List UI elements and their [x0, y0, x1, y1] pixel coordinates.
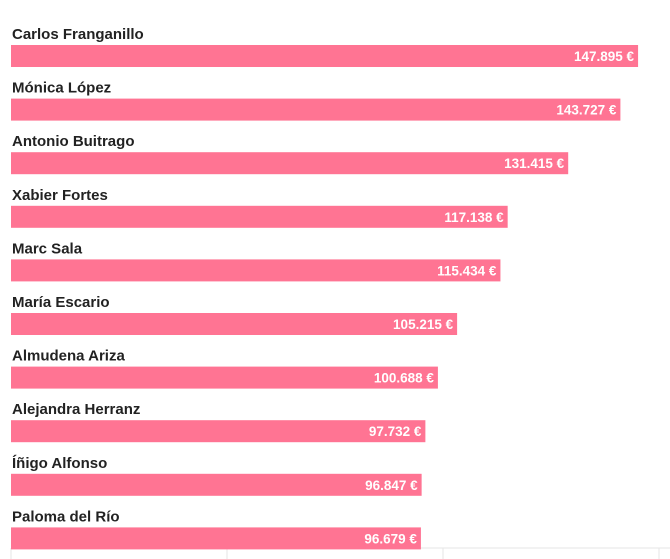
bar [11, 366, 438, 389]
category-label: Íñigo Alfonso [12, 455, 107, 472]
bar-row: Paloma del Río 96.679 € [11, 508, 421, 550]
category-label: Carlos Franganillo [12, 26, 144, 43]
value-label: 96.679 € [364, 531, 417, 546]
bar-row: Almudena Ariza 100.688 € [11, 348, 438, 389]
bar-row: Xabier Fortes 117.138 € [11, 187, 508, 228]
value-label: 97.732 € [369, 424, 422, 439]
category-label: María Escario [12, 294, 110, 311]
category-label: Almudena Ariza [12, 348, 125, 365]
category-label: Mónica López [12, 80, 111, 97]
bar-row: María Escario 105.215 € [11, 294, 458, 335]
bar [11, 527, 421, 550]
bar [11, 473, 422, 496]
bar-row: Mónica López 143.727 € [11, 80, 621, 121]
bar-row: Alejandra Herranz 97.732 € [11, 401, 426, 443]
bar [11, 313, 458, 335]
bar [11, 45, 639, 67]
gridlines [10, 547, 670, 559]
bar [11, 420, 426, 443]
bar-row: Íñigo Alfonso 96.847 € [11, 455, 422, 496]
value-label: 131.415 € [504, 156, 565, 171]
bar [11, 98, 621, 121]
value-label: 147.895 € [574, 49, 635, 64]
category-label: Antonio Buitrago [12, 133, 134, 150]
category-label: Xabier Fortes [12, 187, 108, 204]
bar [11, 205, 508, 228]
value-label: 117.138 € [444, 210, 504, 225]
value-label: 115.434 € [437, 263, 497, 278]
value-label: 105.215 € [393, 317, 454, 332]
value-label: 100.688 € [374, 371, 435, 386]
bar-row: Marc Sala 115.434 € [11, 240, 501, 282]
value-label: 143.727 € [556, 103, 617, 118]
bars: Carlos Franganillo 147.895 € Mónica López 1… [11, 26, 639, 550]
bar [11, 152, 569, 175]
bar-row: Antonio Buitrago 131.415 € [11, 133, 569, 175]
category-label: Alejandra Herranz [12, 401, 140, 418]
category-label: Marc Sala [12, 240, 83, 257]
category-label: Paloma del Río [12, 508, 120, 525]
value-label: 96.847 € [365, 478, 418, 493]
bar [11, 259, 501, 282]
bar-row: Carlos Franganillo 147.895 € [11, 26, 639, 67]
